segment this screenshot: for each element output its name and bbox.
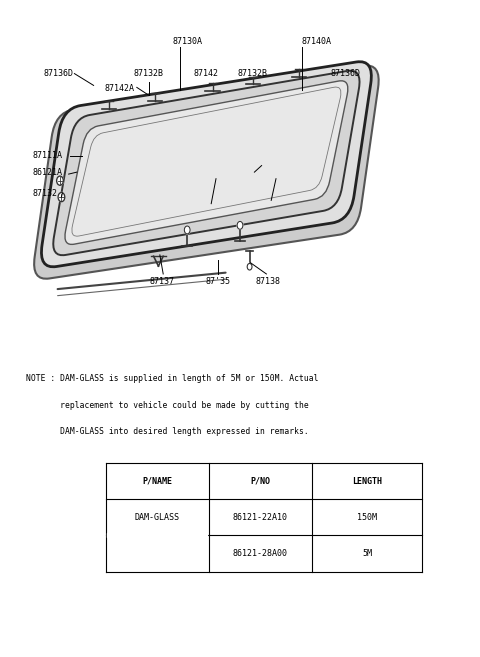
Circle shape: [237, 221, 243, 229]
Text: 86121-22A10: 86121-22A10: [233, 513, 288, 522]
Text: 87136D: 87136D: [331, 69, 360, 78]
Text: replacement to vehicle could be made by cutting the: replacement to vehicle could be made by …: [26, 401, 309, 410]
Text: 86121A: 86121A: [33, 168, 62, 177]
Text: 87142: 87142: [194, 69, 219, 78]
Text: LENGTH: LENGTH: [352, 477, 382, 486]
Text: 87132: 87132: [33, 189, 58, 198]
Circle shape: [57, 176, 63, 185]
PathPatch shape: [34, 66, 379, 279]
Text: 87142A: 87142A: [104, 84, 134, 93]
Text: 87111A: 87111A: [33, 151, 62, 160]
Text: NOTE : DAM-GLASS is supplied in length of 5M or 150M. Actual: NOTE : DAM-GLASS is supplied in length o…: [26, 374, 319, 384]
Text: 87132B: 87132B: [237, 69, 267, 78]
Text: P/NO: P/NO: [251, 477, 270, 486]
Text: 87'35: 87'35: [206, 277, 231, 286]
Text: 86121-28A00: 86121-28A00: [233, 549, 288, 558]
Circle shape: [184, 226, 190, 234]
PathPatch shape: [65, 81, 348, 244]
Text: 87142A: 87142A: [254, 161, 284, 170]
Circle shape: [58, 193, 65, 202]
Text: 87140A: 87140A: [302, 37, 332, 46]
Circle shape: [247, 263, 252, 270]
Text: DAM-GLASS: DAM-GLASS: [135, 513, 180, 522]
PathPatch shape: [53, 71, 360, 255]
PathPatch shape: [41, 62, 372, 267]
Text: 5M: 5M: [362, 549, 372, 558]
Text: DAM-GLASS into desired length expressed in remarks.: DAM-GLASS into desired length expressed …: [26, 427, 309, 436]
Text: 87136D: 87136D: [264, 174, 294, 183]
Text: 87137: 87137: [150, 277, 175, 286]
Text: 87136D: 87136D: [44, 69, 73, 78]
Text: 150M: 150M: [357, 513, 377, 522]
Text: 87138: 87138: [255, 277, 280, 286]
Text: 87130A: 87130A: [172, 37, 202, 46]
Text: P/NAME: P/NAME: [142, 477, 172, 486]
Text: 87132B: 87132B: [134, 69, 164, 78]
Text: 87136D: 87136D: [204, 174, 233, 183]
